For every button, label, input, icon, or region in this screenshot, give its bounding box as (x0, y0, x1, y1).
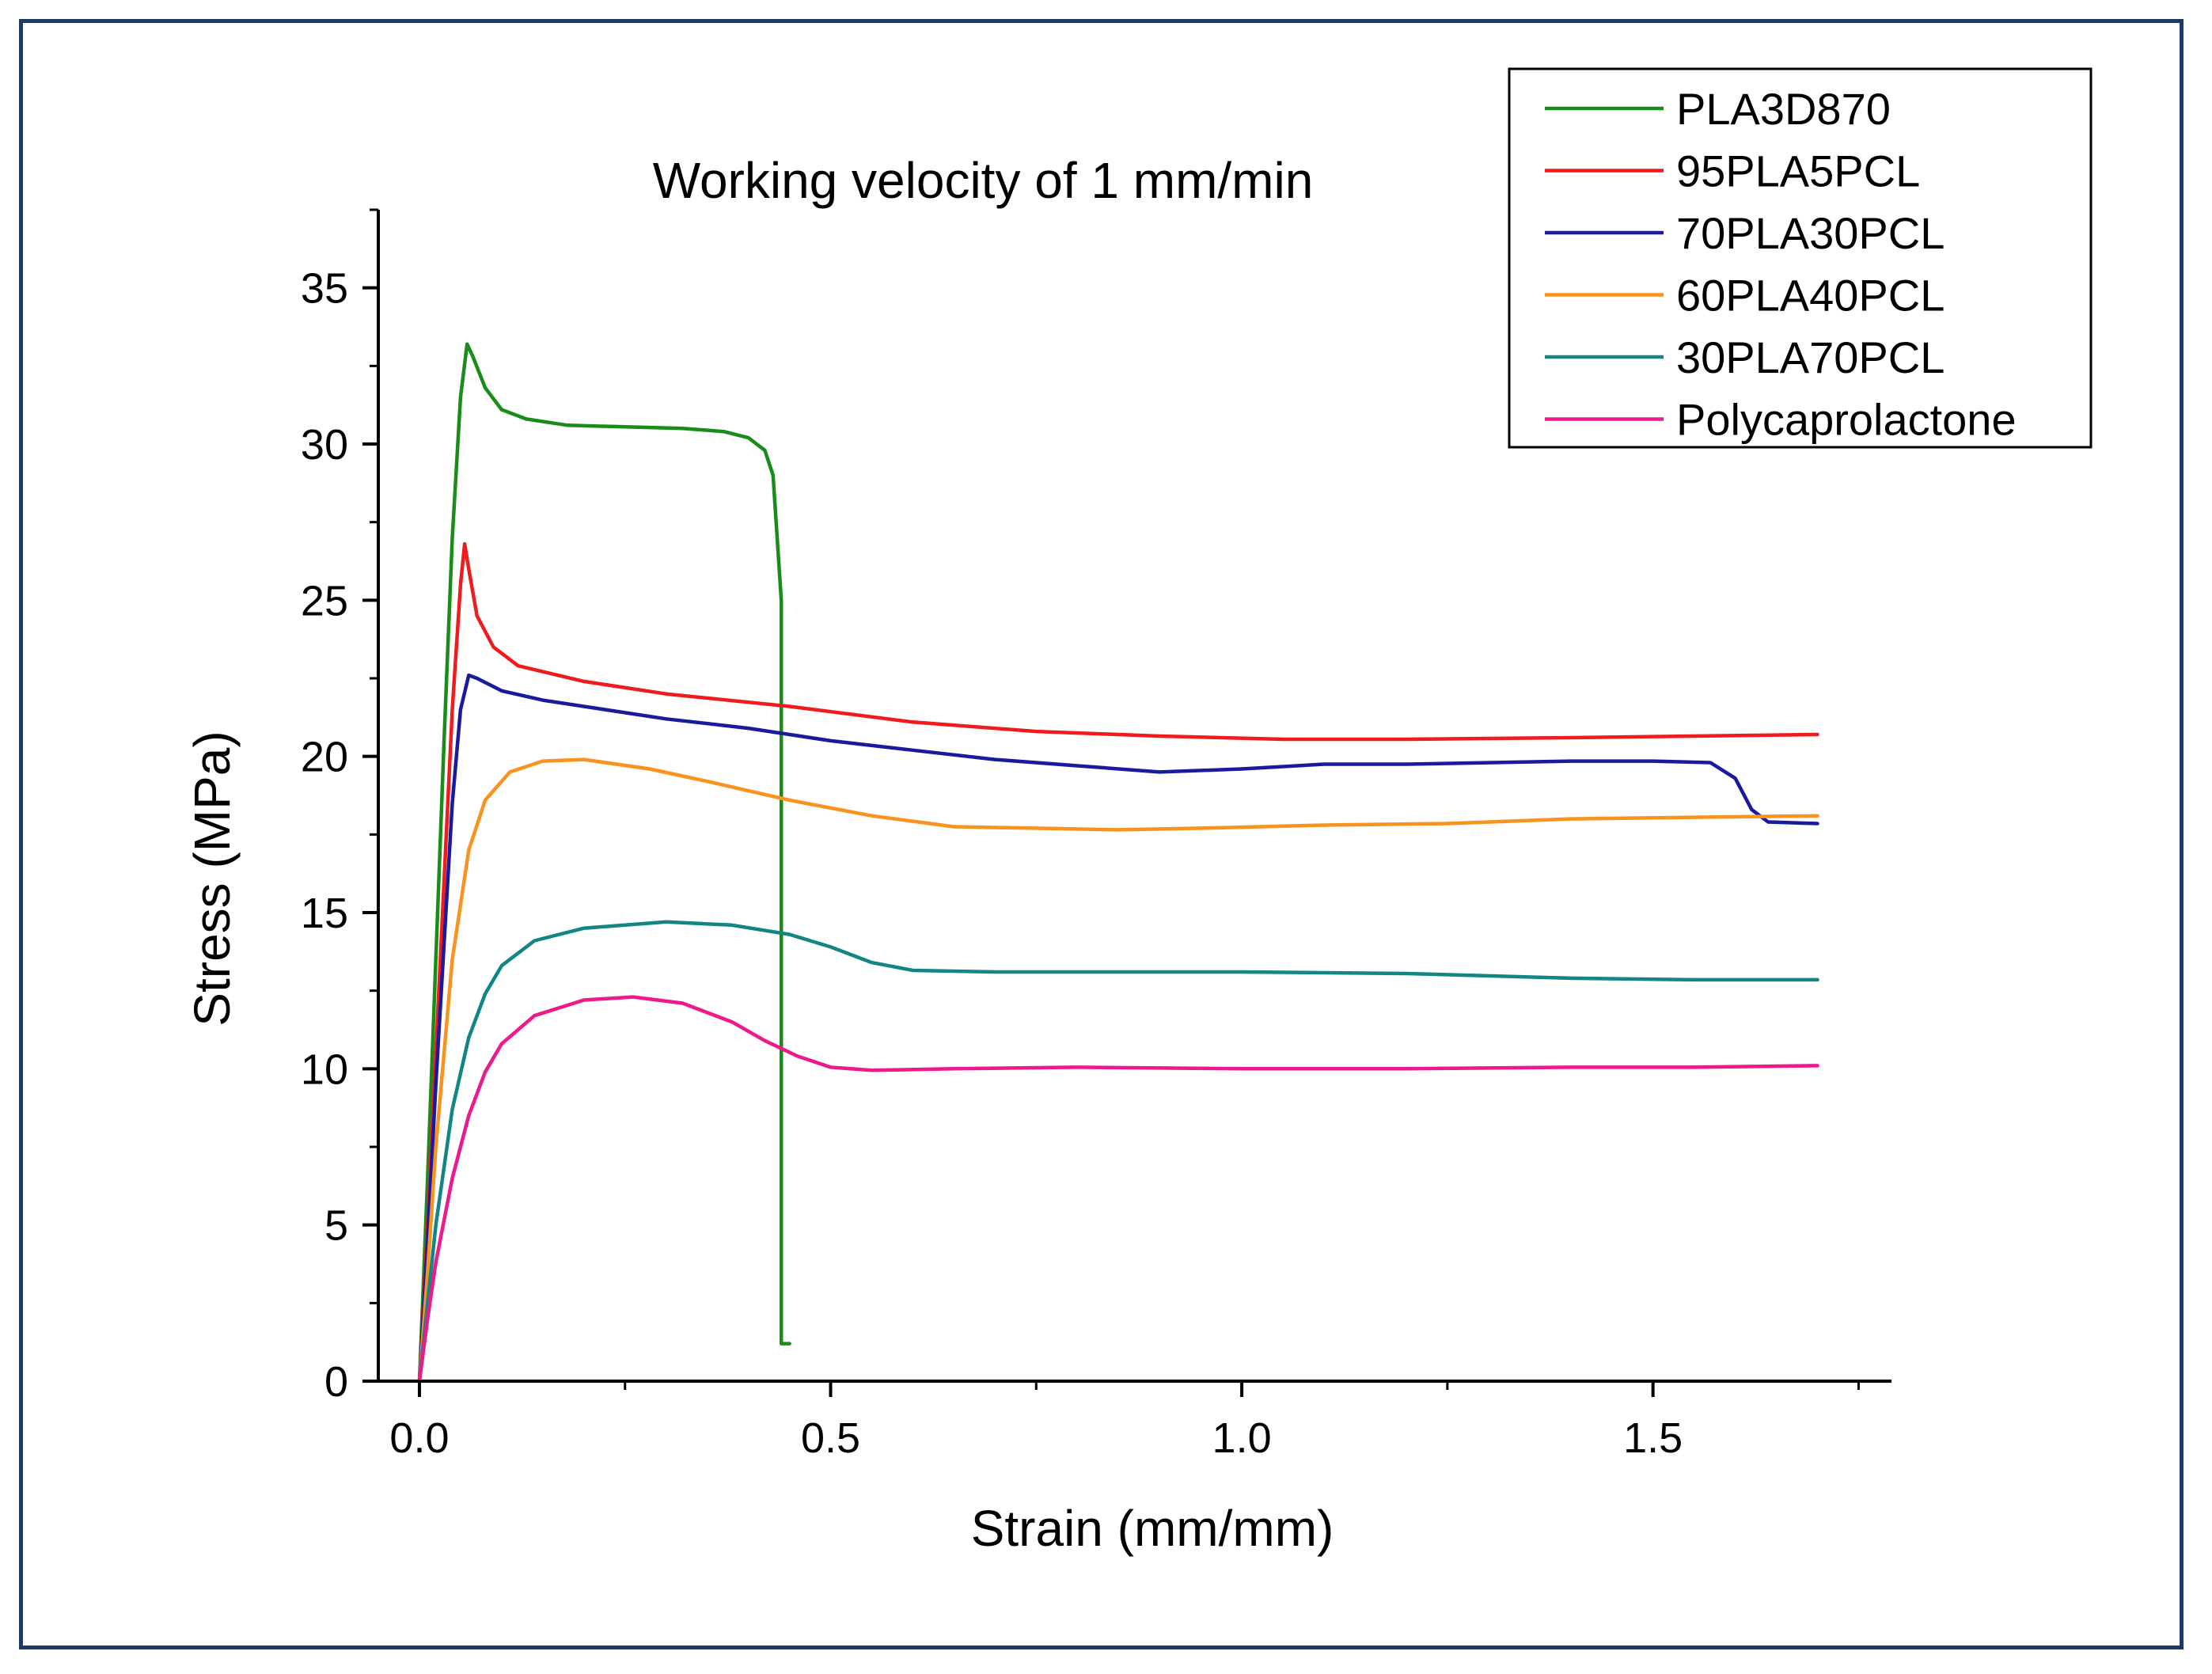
y-tick-label: 35 (301, 265, 348, 313)
y-tick-label: 15 (301, 890, 348, 937)
y-tick-label: 5 (324, 1202, 348, 1250)
x-tick-label: 1.0 (1212, 1414, 1272, 1462)
legend-label: PLA3D870 (1676, 84, 1891, 134)
series-line-30pla70pcl (417, 920, 1819, 1384)
chart-title: Working velocity of 1 mm/min (653, 152, 1314, 209)
legend-label: 70PLA30PCL (1676, 208, 1945, 258)
x-tick-label: 0.0 (389, 1414, 449, 1462)
legend: PLA3D870 95PLA5PCL 70PLA30PCL 60PLA40PCL 30P… (1508, 67, 2092, 449)
series-layer (417, 342, 1819, 1384)
legend-label: 60PLA40PCL (1676, 271, 1945, 321)
y-tick-label: 25 (301, 577, 348, 624)
series-line-pla3d870 (417, 342, 791, 1384)
legend-label: 30PLA70PCL (1676, 332, 1945, 382)
y-axis-title: Stress (MPa) (184, 731, 241, 1026)
series-line-70pla30pcl (417, 673, 1819, 1384)
axes-layer: 0.0 0.5 1.0 1.5 0 5 10 15 20 25 30 35 (301, 208, 1891, 1462)
legend-label: 95PLA5PCL (1676, 146, 1920, 196)
y-ticks: 0 5 10 15 20 25 30 35 (301, 208, 378, 1406)
x-tick-label: 0.5 (801, 1414, 860, 1462)
y-tick-label: 20 (301, 734, 348, 781)
x-tick-label: 1.5 (1623, 1414, 1683, 1462)
y-tick-label: 10 (301, 1046, 348, 1093)
y-tick-label: 30 (301, 421, 348, 469)
x-ticks: 0.0 0.5 1.0 1.5 (389, 1381, 1860, 1462)
legend-items: PLA3D870 95PLA5PCL 70PLA30PCL 60PLA40PCL 30P… (1545, 84, 2017, 445)
series-line-polycaprolactone (417, 995, 1819, 1384)
series-line-60pla40pcl (417, 757, 1819, 1384)
y-tick-label: 0 (324, 1358, 348, 1406)
legend-box (1508, 67, 2092, 449)
series-line-95pla5pcl (417, 542, 1819, 1384)
legend-label: Polycaprolactone (1676, 395, 2017, 445)
x-axis-title: Strain (mm/mm) (971, 1500, 1334, 1557)
